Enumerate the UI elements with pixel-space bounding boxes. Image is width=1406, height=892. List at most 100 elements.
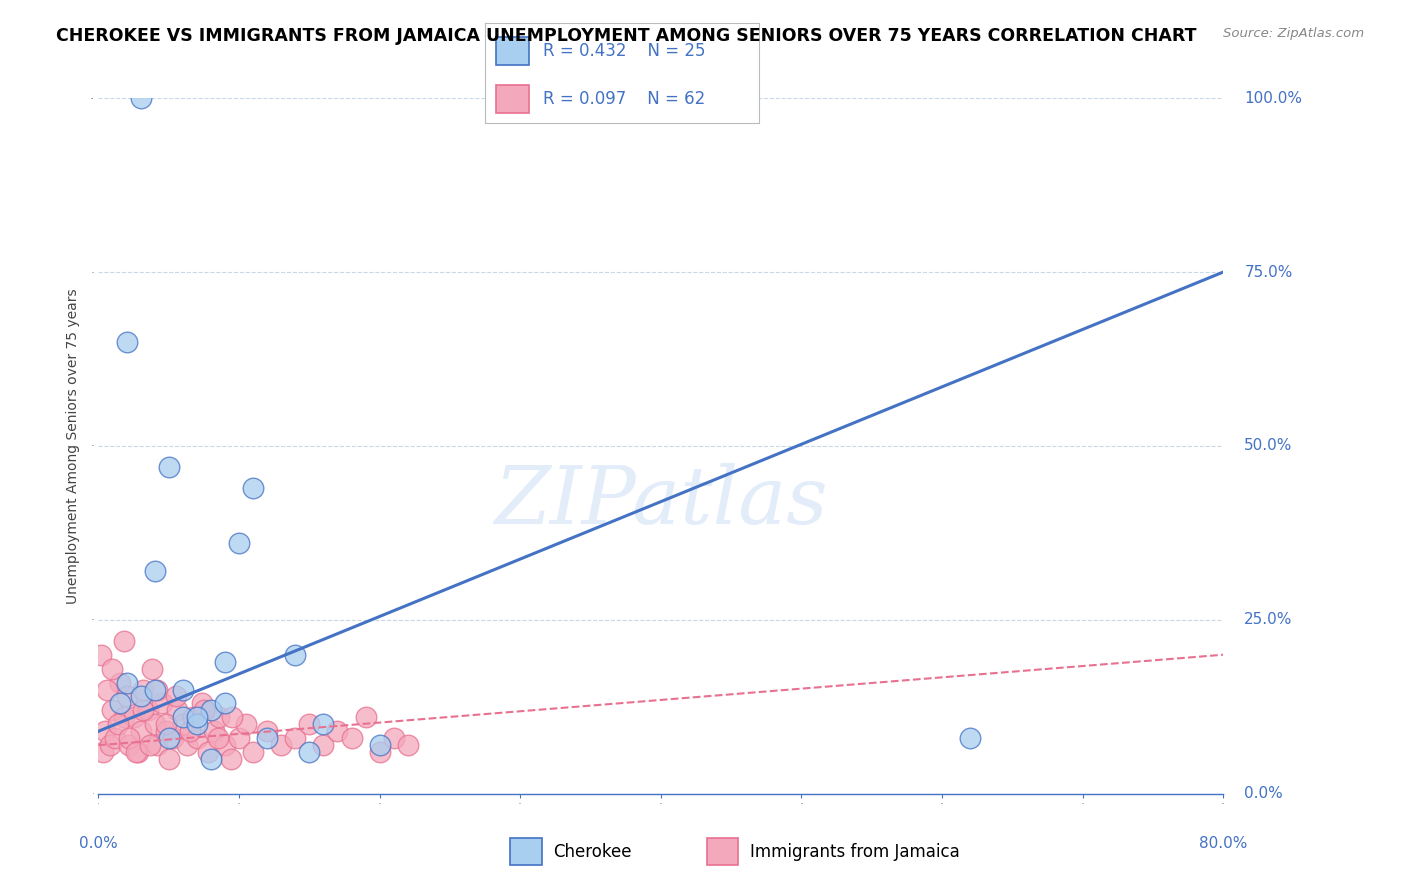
Point [284,648,307,662]
Point [270,738,292,752]
Point [368,738,391,752]
Point [197,745,219,759]
Text: 0.0%: 0.0% [1244,787,1284,801]
Point [191,697,214,711]
Point [382,731,405,746]
Point [91,745,114,759]
Point [129,724,152,739]
Point [115,690,138,704]
Point [112,710,135,724]
Point [256,731,278,746]
Point [340,731,363,746]
Text: Source: ZipAtlas.com: Source: ZipAtlas.com [1223,27,1364,40]
Point [208,710,231,724]
Point [312,717,335,731]
Point [228,536,250,550]
Point [312,738,335,752]
Text: 50.0%: 50.0% [1244,439,1292,453]
Point [186,717,208,731]
Point [186,710,208,724]
Point [181,710,204,724]
Point [242,745,264,759]
Point [200,703,222,717]
Point [219,752,242,766]
Point [166,703,188,717]
Text: R = 0.432    N = 25: R = 0.432 N = 25 [543,42,706,60]
Point [101,703,124,717]
Point [228,731,250,746]
Point [207,731,229,746]
Point [959,731,981,746]
Point [162,731,184,746]
Point [125,745,148,759]
Point [96,682,118,697]
Point [127,745,149,759]
FancyBboxPatch shape [496,37,529,65]
Point [101,662,124,676]
Point [122,710,145,724]
Point [256,724,278,739]
Point [172,717,194,731]
Point [108,675,131,690]
Text: R = 0.097    N = 62: R = 0.097 N = 62 [543,90,704,108]
Point [354,710,377,724]
Text: 0.0%: 0.0% [79,836,118,851]
Text: 100.0%: 100.0% [1244,91,1302,105]
Point [284,731,307,746]
Point [157,752,180,766]
Point [132,682,155,697]
Point [104,731,127,746]
Point [141,662,163,676]
Point [155,717,177,731]
Point [143,717,166,731]
Text: Immigrants from Jamaica: Immigrants from Jamaica [751,843,960,861]
Point [129,91,152,105]
Point [107,717,129,731]
Point [90,648,112,662]
Point [214,738,236,752]
Point [179,724,201,739]
Point [298,717,321,731]
Point [221,710,243,724]
Point [172,682,194,697]
FancyBboxPatch shape [510,838,541,865]
Point [146,682,169,697]
Point [150,697,173,711]
Point [143,682,166,697]
Text: Cherokee: Cherokee [554,843,631,861]
Text: 25.0%: 25.0% [1244,613,1292,627]
FancyBboxPatch shape [496,85,529,113]
Point [172,710,194,724]
Point [157,731,180,746]
Point [112,633,135,648]
Point [165,690,187,704]
Point [214,697,236,711]
Text: 80.0%: 80.0% [1199,836,1247,851]
Text: 75.0%: 75.0% [1244,265,1292,279]
Point [129,690,152,704]
Point [396,738,419,752]
Point [136,703,159,717]
Point [143,564,166,578]
Point [176,738,198,752]
Point [118,731,141,746]
Point [94,724,117,739]
Point [298,745,321,759]
Point [235,717,257,731]
Point [132,703,155,717]
Point [146,738,169,752]
Point [200,752,222,766]
Point [368,745,391,759]
FancyBboxPatch shape [707,838,738,865]
Point [118,738,141,752]
Point [98,738,121,752]
Point [214,655,236,669]
Point [186,731,208,746]
Text: CHEROKEE VS IMMIGRANTS FROM JAMAICA UNEMPLOYMENT AMONG SENIORS OVER 75 YEARS COR: CHEROKEE VS IMMIGRANTS FROM JAMAICA UNEM… [56,27,1197,45]
Point [202,724,225,739]
Text: ZIPatlas: ZIPatlas [494,463,828,541]
Point [157,459,180,474]
Point [155,724,177,739]
Point [115,675,138,690]
Y-axis label: Unemployment Among Seniors over 75 years: Unemployment Among Seniors over 75 years [66,288,80,604]
